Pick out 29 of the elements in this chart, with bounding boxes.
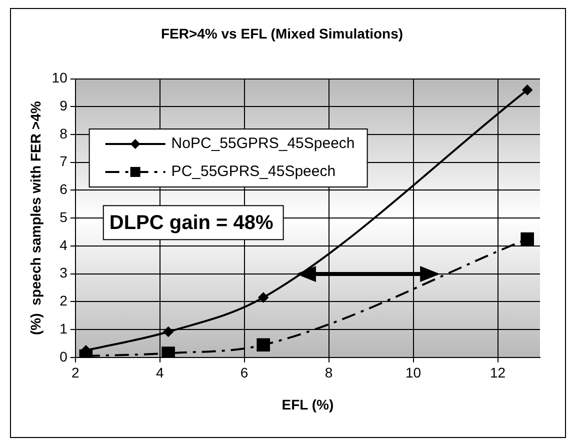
y-tick-label: 7 — [60, 153, 68, 170]
chart-title: FER>4% vs EFL (Mixed Simulations) — [160, 25, 404, 42]
y-tick-label: 4 — [60, 236, 68, 253]
y-tick-label: 5 — [60, 208, 68, 225]
x-tick-label: 8 — [324, 364, 333, 381]
y-tick-label: 9 — [60, 98, 68, 114]
y-tick-label: 10 — [52, 70, 68, 86]
point — [258, 292, 268, 302]
legend-label: NoPC_55GPRS_45Speech — [171, 135, 355, 152]
x-tick-label: 2 — [71, 364, 80, 381]
x-tick-label: 10 — [405, 364, 422, 381]
y-tick-label: 3 — [60, 264, 68, 281]
y-tick-label: 0 — [60, 348, 68, 364]
x-tick-label: 12 — [490, 364, 506, 381]
point — [163, 326, 174, 337]
point — [162, 346, 175, 358]
y-axis-title: (%) speech samples with FER >4% — [27, 100, 44, 335]
point — [256, 338, 270, 352]
x-tick-label: 4 — [156, 364, 164, 381]
point — [522, 84, 532, 95]
y-tick-label: 6 — [60, 181, 68, 198]
x-tick-label: 6 — [240, 364, 248, 381]
point — [520, 232, 534, 246]
y-tick-label: 8 — [60, 125, 68, 142]
legend-label: PC_55GPRS_45Speech — [171, 163, 336, 180]
x-axis-title: EFL (%) — [282, 396, 334, 412]
y-tick-label: 1 — [60, 320, 68, 336]
y-tick-label: 2 — [60, 292, 68, 309]
annotation: DLPC gain = 48% — [109, 212, 274, 234]
